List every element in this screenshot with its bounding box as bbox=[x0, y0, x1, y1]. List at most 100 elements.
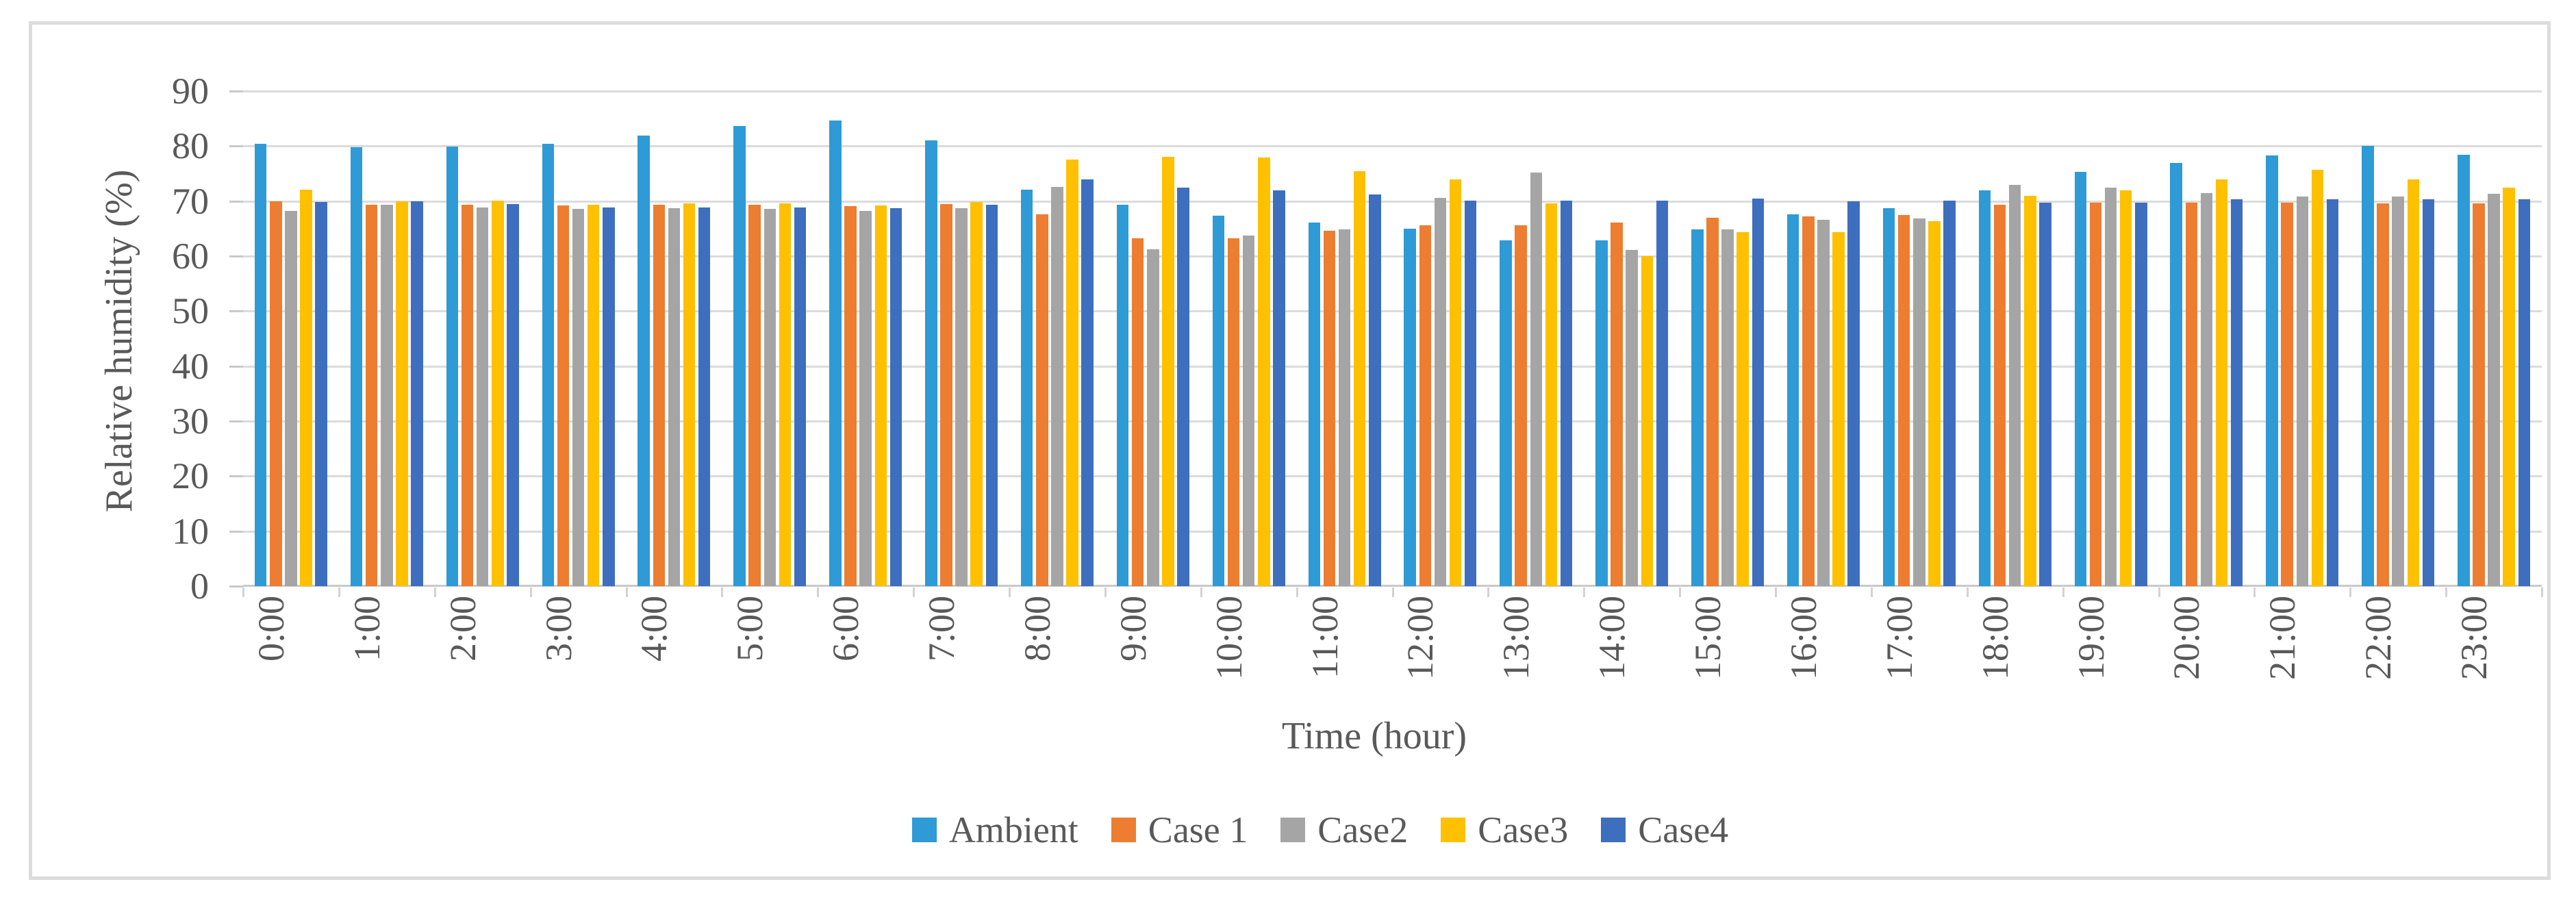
bar-case1-7:00 bbox=[940, 203, 952, 586]
x-tick-mark bbox=[1583, 588, 1586, 597]
legend: Ambient Case 1 Case2 Case3 Case4 bbox=[32, 809, 2576, 850]
bar-case2-17:00 bbox=[1913, 218, 1925, 586]
bar-case1-8:00 bbox=[1036, 214, 1048, 586]
bar-case3-2:00 bbox=[492, 200, 504, 586]
bar-case4-11:00 bbox=[1369, 194, 1381, 586]
x-axis-line bbox=[243, 585, 2542, 587]
x-tick-label: 14:00 bbox=[1591, 596, 1633, 681]
legend-item-case3: Case3 bbox=[1441, 809, 1568, 850]
bar-case4-1:00 bbox=[411, 201, 423, 586]
bar-case1-1:00 bbox=[365, 204, 378, 586]
legend-item-case4: Case4 bbox=[1601, 809, 1728, 850]
bar-ambient-2:00 bbox=[446, 147, 459, 586]
legend-swatch-icon bbox=[1280, 818, 1306, 842]
x-tick-mark bbox=[2253, 588, 2256, 597]
bar-case3-21:00 bbox=[2311, 169, 2324, 586]
bar-case2-15:00 bbox=[1721, 229, 1734, 586]
bar-case3-10:00 bbox=[1258, 157, 1270, 586]
x-tick-label: 9:00 bbox=[1112, 596, 1154, 662]
bar-case2-10:00 bbox=[1242, 236, 1255, 586]
bar-case3-23:00 bbox=[2503, 188, 2515, 586]
bar-case3-13:00 bbox=[1545, 203, 1558, 586]
gridline-80 bbox=[243, 145, 2542, 148]
bar-case1-16:00 bbox=[1802, 216, 1815, 586]
x-tick-mark bbox=[1296, 588, 1298, 597]
bar-case3-8:00 bbox=[1066, 159, 1078, 586]
legend-item-ambient: Ambient bbox=[911, 809, 1078, 850]
legend-item-case2: Case2 bbox=[1280, 809, 1408, 850]
bar-ambient-12:00 bbox=[1404, 228, 1416, 586]
x-tick-mark bbox=[1487, 588, 1490, 597]
y-tick-mark bbox=[229, 420, 243, 422]
bar-case4-16:00 bbox=[1847, 201, 1860, 586]
bar-case2-2:00 bbox=[476, 207, 489, 586]
x-tick-mark bbox=[2541, 588, 2543, 597]
gridline-10 bbox=[243, 530, 2542, 533]
y-tick-label: 10 bbox=[172, 510, 209, 552]
bar-case1-3:00 bbox=[557, 205, 570, 586]
bar-ambient-9:00 bbox=[1116, 204, 1129, 586]
y-tick-label: 0 bbox=[190, 566, 209, 607]
bar-case4-14:00 bbox=[1656, 200, 1669, 586]
bar-case3-18:00 bbox=[2024, 196, 2036, 586]
legend-label: Case2 bbox=[1317, 809, 1409, 850]
bar-case2-22:00 bbox=[2392, 197, 2404, 586]
bar-case4-5:00 bbox=[794, 207, 807, 586]
bar-case1-12:00 bbox=[1419, 225, 1432, 586]
x-tick-label: 23:00 bbox=[2453, 596, 2495, 681]
bar-case1-5:00 bbox=[748, 204, 761, 586]
x-tick-label: 16:00 bbox=[1782, 596, 1824, 681]
bar-case2-0:00 bbox=[285, 211, 297, 586]
gridline-90 bbox=[243, 90, 2542, 92]
bar-ambient-14:00 bbox=[1595, 240, 1608, 586]
gridline-50 bbox=[243, 310, 2542, 313]
bar-case2-11:00 bbox=[1338, 229, 1351, 586]
legend-swatch-icon bbox=[1601, 818, 1626, 842]
x-tick-mark bbox=[529, 588, 532, 597]
y-tick-label: 40 bbox=[172, 345, 209, 387]
x-tick-label: 0:00 bbox=[250, 596, 292, 662]
x-tick-mark bbox=[242, 588, 244, 597]
x-tick-mark bbox=[2062, 588, 2064, 597]
bar-case1-6:00 bbox=[844, 205, 857, 586]
x-tick-mark bbox=[1104, 588, 1107, 597]
bar-case4-22:00 bbox=[2422, 199, 2435, 586]
gridline-20 bbox=[243, 475, 2542, 478]
x-tick-label: 19:00 bbox=[2070, 596, 2112, 681]
bar-case4-23:00 bbox=[2518, 199, 2530, 586]
y-tick-label: 80 bbox=[172, 125, 209, 167]
x-tick-label: 5:00 bbox=[729, 596, 771, 662]
bar-case1-21:00 bbox=[2281, 203, 2293, 586]
gridline-70 bbox=[243, 200, 2542, 203]
bar-case4-21:00 bbox=[2326, 199, 2339, 586]
bar-case2-18:00 bbox=[2008, 184, 2021, 586]
x-axis-title: Time (hour) bbox=[1281, 715, 1467, 757]
bar-case1-9:00 bbox=[1131, 238, 1144, 586]
bar-case2-6:00 bbox=[859, 211, 872, 586]
bar-ambient-23:00 bbox=[2458, 155, 2470, 586]
x-tick-mark bbox=[1870, 588, 1873, 597]
bar-case3-9:00 bbox=[1162, 156, 1174, 586]
y-tick-mark bbox=[229, 145, 243, 148]
bar-case1-15:00 bbox=[1706, 217, 1719, 586]
bar-case1-18:00 bbox=[1993, 205, 2006, 586]
bar-case4-0:00 bbox=[315, 202, 327, 586]
bar-case1-19:00 bbox=[2089, 203, 2102, 586]
x-tick-mark bbox=[721, 588, 724, 597]
bar-case1-13:00 bbox=[1515, 225, 1527, 586]
x-tick-label: 7:00 bbox=[921, 596, 963, 662]
y-tick-mark bbox=[229, 585, 243, 588]
bar-case3-22:00 bbox=[2407, 179, 2420, 586]
bar-case1-22:00 bbox=[2377, 203, 2389, 586]
bar-case3-16:00 bbox=[1832, 232, 1845, 586]
bar-case3-0:00 bbox=[300, 189, 312, 586]
y-tick-mark bbox=[229, 90, 243, 92]
bar-case4-20:00 bbox=[2230, 199, 2243, 586]
bar-case2-13:00 bbox=[1530, 172, 1543, 586]
x-tick-mark bbox=[817, 588, 820, 597]
x-tick-mark bbox=[1200, 588, 1202, 597]
x-tick-label: 22:00 bbox=[2358, 596, 2399, 681]
bar-case4-18:00 bbox=[2039, 203, 2051, 586]
bar-case1-2:00 bbox=[461, 205, 474, 586]
